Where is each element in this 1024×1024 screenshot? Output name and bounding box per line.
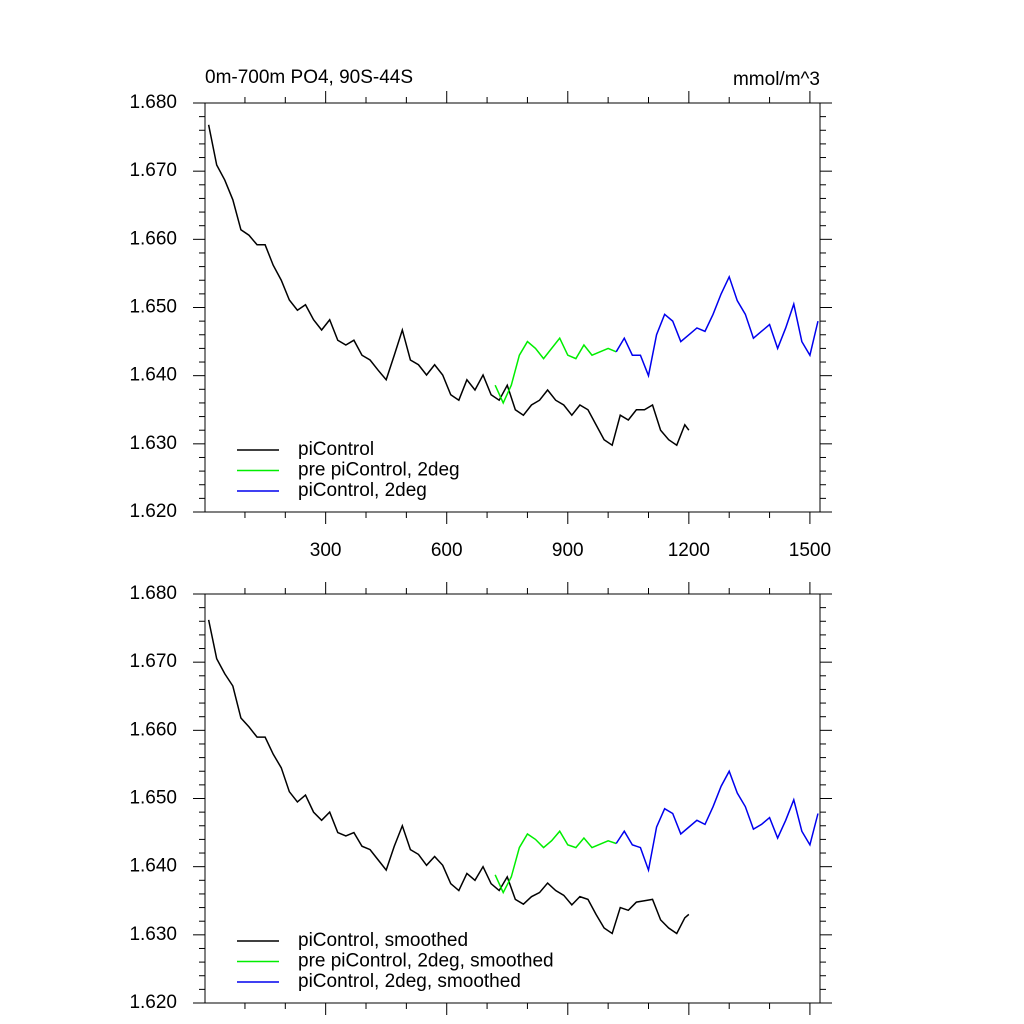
- y-tick-label: 1.640: [129, 856, 177, 877]
- y-tick-label: 1.660: [129, 719, 177, 740]
- y-tick-label: 1.630: [129, 924, 177, 945]
- x-tick-label: 600: [431, 540, 463, 561]
- y-tick-label: 1.670: [129, 651, 177, 672]
- data-line: [615, 274, 819, 379]
- y-tick-label: 1.660: [129, 228, 177, 249]
- units-label: mmol/m^3: [733, 69, 820, 90]
- x-tick-label: 300: [310, 540, 342, 561]
- y-tick-label: 1.620: [129, 501, 177, 522]
- x-tick-label: 900: [552, 540, 584, 561]
- legend-label: piControl, 2deg, smoothed: [298, 971, 521, 992]
- legend-label: piControl: [298, 439, 374, 460]
- x-tick-label: 1200: [668, 540, 710, 561]
- legend-label: piControl, 2deg: [298, 480, 427, 501]
- data-line: [207, 124, 690, 447]
- y-tick-label: 1.680: [129, 92, 177, 113]
- y-tick-label: 1.670: [129, 160, 177, 181]
- y-tick-label: 1.630: [129, 433, 177, 454]
- data-line: [615, 769, 819, 873]
- y-tick-label: 1.620: [129, 992, 177, 1013]
- legend-label: pre piControl, 2deg: [298, 460, 460, 481]
- legend-label: pre piControl, 2deg, smoothed: [298, 951, 554, 972]
- data-line: [207, 619, 690, 935]
- chart-title: 0m-700m PO4, 90S-44S: [205, 67, 413, 88]
- legend-label: piControl, smoothed: [298, 930, 468, 951]
- y-tick-label: 1.650: [129, 788, 177, 809]
- y-tick-label: 1.680: [129, 583, 177, 604]
- y-tick-label: 1.650: [129, 297, 177, 318]
- x-tick-label: 1500: [789, 540, 831, 561]
- data-line: [494, 829, 617, 895]
- data-line: [494, 336, 617, 405]
- y-tick-label: 1.640: [129, 365, 177, 386]
